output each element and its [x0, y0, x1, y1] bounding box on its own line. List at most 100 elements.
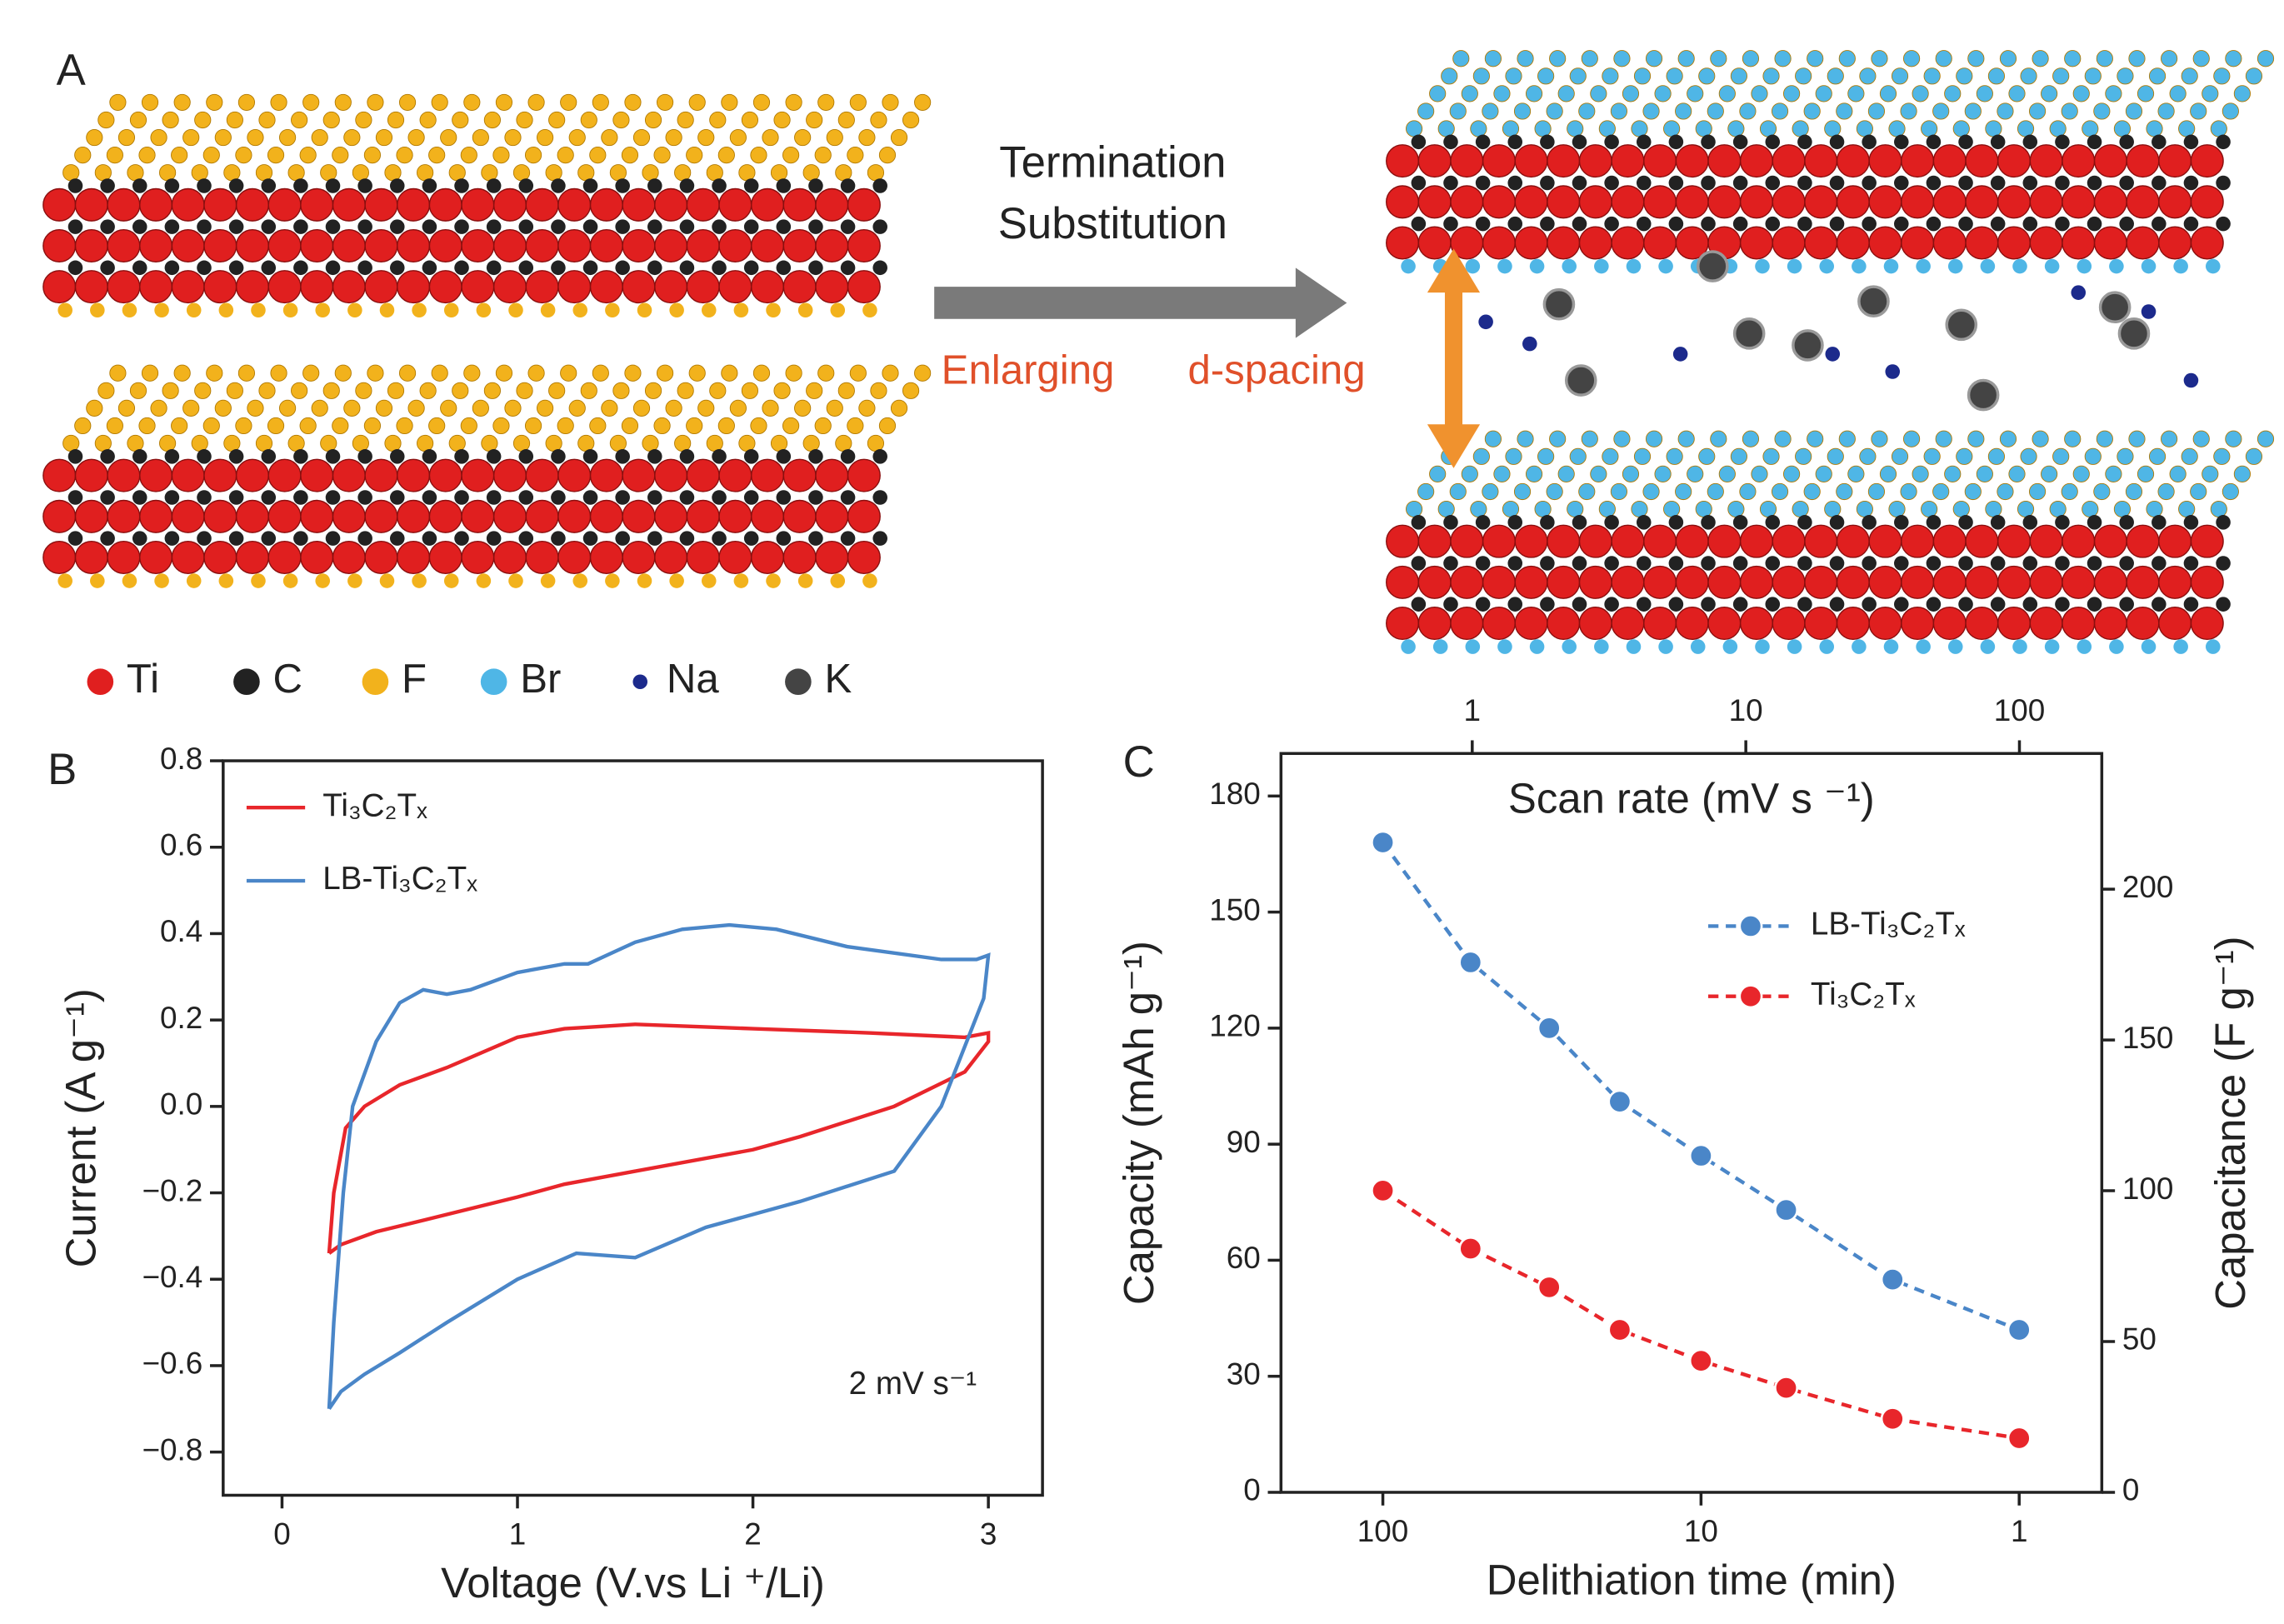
ti-atom [1804, 144, 1838, 178]
ti-atom [107, 270, 141, 304]
c-atom [518, 260, 534, 276]
c-atom [1926, 216, 1942, 232]
c-atom [1411, 175, 1427, 191]
termination-atom [1502, 120, 1520, 137]
ti-atom [171, 540, 205, 574]
c-atom [261, 490, 277, 505]
termination-atom [2044, 258, 2060, 274]
ti-atom [589, 499, 623, 533]
termination-atom [697, 399, 715, 417]
c-atom [197, 531, 212, 546]
c-atom [712, 490, 727, 505]
ti-atom [2190, 226, 2224, 260]
termination-atom [1513, 482, 1532, 501]
termination-atom [2210, 120, 2227, 137]
termination-atom [1792, 120, 1809, 137]
c-atom [486, 449, 502, 464]
termination-atom [770, 434, 788, 452]
c-atom [389, 260, 405, 276]
c-atom [1894, 597, 1909, 612]
termination-atom [1432, 639, 1448, 654]
termination-atom [870, 111, 887, 129]
termination-atom [2008, 85, 2026, 102]
termination-atom [817, 364, 835, 382]
c-atom [647, 260, 662, 276]
ti-atom [2126, 144, 2160, 178]
c-atom [228, 449, 244, 464]
termination-atom [1902, 430, 1921, 447]
c-atom [1507, 597, 1523, 612]
c-atom [679, 490, 695, 505]
ti-atom [557, 187, 592, 222]
termination-atom [1947, 258, 1963, 274]
c-atom [1668, 175, 1684, 191]
termination-atom [1792, 500, 1809, 518]
termination-atom [1569, 67, 1587, 85]
c-atom [293, 490, 308, 505]
enlarging-text: Enlarging [942, 347, 1115, 393]
ti-atom [332, 499, 366, 533]
illustration [42, 50, 2275, 654]
termination-atom [1856, 120, 1873, 137]
c-atom [486, 531, 502, 546]
termination-atom [141, 93, 159, 112]
termination-atom [837, 111, 855, 129]
c-atom [872, 490, 887, 505]
c-atom [2183, 175, 2199, 191]
ti-atom [1482, 524, 1516, 558]
ti-atom [686, 499, 720, 533]
termination-atom [417, 434, 434, 452]
ti-atom [1772, 144, 1806, 178]
termination-atom [1502, 500, 1520, 518]
y-axis-label: Current (A g⁻¹) [57, 988, 104, 1267]
ti-atom [397, 499, 431, 533]
ti-atom [364, 499, 398, 533]
termination-atom [1537, 67, 1555, 85]
ti-atom [1611, 606, 1645, 641]
ti-atom [461, 270, 495, 304]
ti-atom [847, 187, 881, 222]
termination-atom [1751, 465, 1768, 482]
termination-atom [701, 302, 717, 318]
termination-atom [223, 434, 241, 452]
ti-atom [750, 540, 785, 574]
termination-atom [1912, 85, 1929, 102]
ti-atom [203, 540, 237, 574]
y-tick-label: −0.8 [142, 1432, 202, 1467]
termination-atom [117, 399, 136, 417]
ti-atom [1675, 185, 1709, 219]
c-atom [389, 178, 405, 193]
ti-atom [1611, 524, 1645, 558]
ti-atom [686, 458, 720, 492]
c-atom [2216, 556, 2231, 571]
c-atom [1443, 515, 1458, 530]
termination-atom [1687, 85, 1704, 102]
termination-atom [1645, 50, 1663, 67]
termination-atom [721, 364, 738, 382]
termination-atom [814, 147, 832, 164]
c-atom [486, 260, 502, 276]
termination-atom [440, 128, 457, 147]
termination-atom [396, 417, 413, 435]
termination-atom [1730, 67, 1747, 85]
termination-atom [674, 434, 692, 452]
ti-atom [654, 499, 688, 533]
termination-atom [1819, 639, 1835, 654]
ti-atom [1417, 185, 1452, 219]
ti-atom [2126, 524, 2160, 558]
c-atom [2087, 175, 2102, 191]
c-atom [2152, 556, 2167, 571]
termination-atom [2137, 85, 2155, 102]
x-tick-label: 0 [273, 1517, 291, 1551]
data-point [1880, 1267, 1905, 1292]
termination-atom [794, 128, 812, 147]
ti-atom [171, 187, 205, 222]
data-point [1371, 1178, 1396, 1203]
termination-atom [1997, 102, 2014, 120]
ti-atom [718, 270, 752, 304]
arrow-text: Substitution [998, 199, 1227, 248]
c-atom [743, 490, 759, 505]
c-atom [2022, 175, 2038, 191]
c-atom [2087, 515, 2102, 530]
termination-atom [858, 399, 876, 417]
